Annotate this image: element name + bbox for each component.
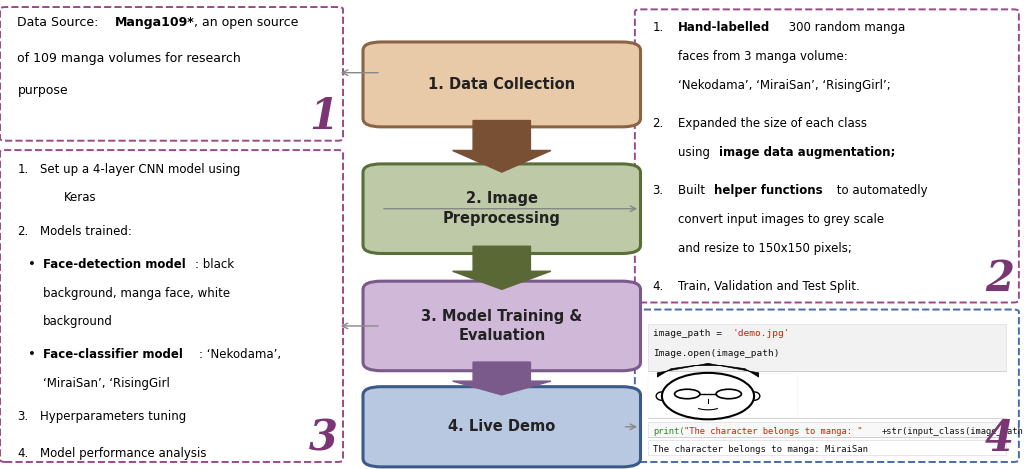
Polygon shape xyxy=(453,362,551,395)
Text: +str(input_class(image_path))): +str(input_class(image_path))) xyxy=(882,427,1024,436)
FancyBboxPatch shape xyxy=(362,42,641,127)
Text: : ‘Nekodama’,: : ‘Nekodama’, xyxy=(199,348,281,362)
FancyBboxPatch shape xyxy=(648,324,1006,371)
Text: 2. Image
Preprocessing: 2. Image Preprocessing xyxy=(442,191,561,226)
Text: Hyperparameters tuning: Hyperparameters tuning xyxy=(40,410,186,424)
FancyBboxPatch shape xyxy=(362,386,641,467)
FancyBboxPatch shape xyxy=(635,9,1019,303)
Text: Built: Built xyxy=(678,184,709,197)
Polygon shape xyxy=(657,363,759,377)
FancyBboxPatch shape xyxy=(362,164,641,253)
Text: 3: 3 xyxy=(309,417,338,460)
Polygon shape xyxy=(453,121,551,172)
Text: Models trained:: Models trained: xyxy=(40,225,132,238)
Text: background, manga face, white: background, manga face, white xyxy=(43,287,230,300)
Polygon shape xyxy=(453,246,551,289)
FancyBboxPatch shape xyxy=(0,7,343,141)
Text: print(: print( xyxy=(653,427,685,436)
Text: faces from 3 manga volume:: faces from 3 manga volume: xyxy=(678,50,848,63)
Text: convert input images to grey scale: convert input images to grey scale xyxy=(678,213,884,226)
Text: : black: : black xyxy=(195,258,233,272)
Text: of 109 manga volumes for research: of 109 manga volumes for research xyxy=(17,52,242,65)
Ellipse shape xyxy=(662,373,754,419)
Text: 3.: 3. xyxy=(652,184,664,197)
Text: helper functions: helper functions xyxy=(714,184,822,197)
Text: Image.open(image_path): Image.open(image_path) xyxy=(653,349,780,358)
Text: 2.: 2. xyxy=(17,225,29,238)
Text: to automatedly: to automatedly xyxy=(833,184,927,197)
Text: Model performance analysis: Model performance analysis xyxy=(40,447,207,460)
Text: and resize to 150x150 pixels;: and resize to 150x150 pixels; xyxy=(678,242,852,255)
Text: 3. Model Training &
Evaluation: 3. Model Training & Evaluation xyxy=(421,309,583,343)
Text: 1.: 1. xyxy=(17,163,29,176)
Text: •: • xyxy=(28,348,36,362)
Text: 3.: 3. xyxy=(17,410,29,424)
Text: , an open source: , an open source xyxy=(194,16,298,30)
Text: 4.: 4. xyxy=(652,280,664,293)
Text: image data augmentation;: image data augmentation; xyxy=(719,146,895,159)
Text: Face-detection model: Face-detection model xyxy=(43,258,185,272)
Text: background: background xyxy=(43,315,113,328)
FancyBboxPatch shape xyxy=(0,150,343,462)
Text: 1.: 1. xyxy=(652,21,664,34)
Text: 4. Live Demo: 4. Live Demo xyxy=(449,419,555,434)
Text: 1: 1 xyxy=(309,96,338,138)
Text: image_path =: image_path = xyxy=(653,329,722,338)
FancyBboxPatch shape xyxy=(362,281,641,371)
Text: Face-classifier model: Face-classifier model xyxy=(43,348,183,362)
Text: "The character belongs to manga: ": "The character belongs to manga: " xyxy=(684,427,862,436)
Text: Data Source:: Data Source: xyxy=(17,16,102,30)
FancyBboxPatch shape xyxy=(648,440,1006,455)
Text: Hand-labelled: Hand-labelled xyxy=(678,21,770,34)
Text: 2: 2 xyxy=(985,258,1014,300)
Text: 'demo.jpg': 'demo.jpg' xyxy=(732,329,790,338)
FancyBboxPatch shape xyxy=(648,374,798,418)
Text: •: • xyxy=(28,258,36,272)
Text: Expanded the size of each class: Expanded the size of each class xyxy=(678,117,867,130)
Text: ‘MiraiSan’, ‘RisingGirl: ‘MiraiSan’, ‘RisingGirl xyxy=(43,377,170,390)
FancyBboxPatch shape xyxy=(648,422,1006,437)
Text: The character belongs to manga: MiraiSan: The character belongs to manga: MiraiSan xyxy=(653,445,868,454)
Text: Manga109*: Manga109* xyxy=(115,16,195,30)
Text: Set up a 4-layer CNN model using: Set up a 4-layer CNN model using xyxy=(40,163,241,176)
Text: 300 random manga: 300 random manga xyxy=(785,21,905,34)
Text: Train, Validation and Test Split.: Train, Validation and Test Split. xyxy=(678,280,859,293)
Text: ‘Nekodama’, ‘MiraiSan’, ‘RisingGirl’;: ‘Nekodama’, ‘MiraiSan’, ‘RisingGirl’; xyxy=(678,79,891,92)
Text: 2.: 2. xyxy=(652,117,664,130)
Text: 4.: 4. xyxy=(17,447,29,460)
Text: 1. Data Collection: 1. Data Collection xyxy=(428,77,575,92)
Text: 4: 4 xyxy=(985,417,1014,460)
Text: using: using xyxy=(678,146,714,159)
FancyBboxPatch shape xyxy=(635,310,1019,462)
Text: Keras: Keras xyxy=(63,191,96,204)
Text: purpose: purpose xyxy=(17,84,68,98)
